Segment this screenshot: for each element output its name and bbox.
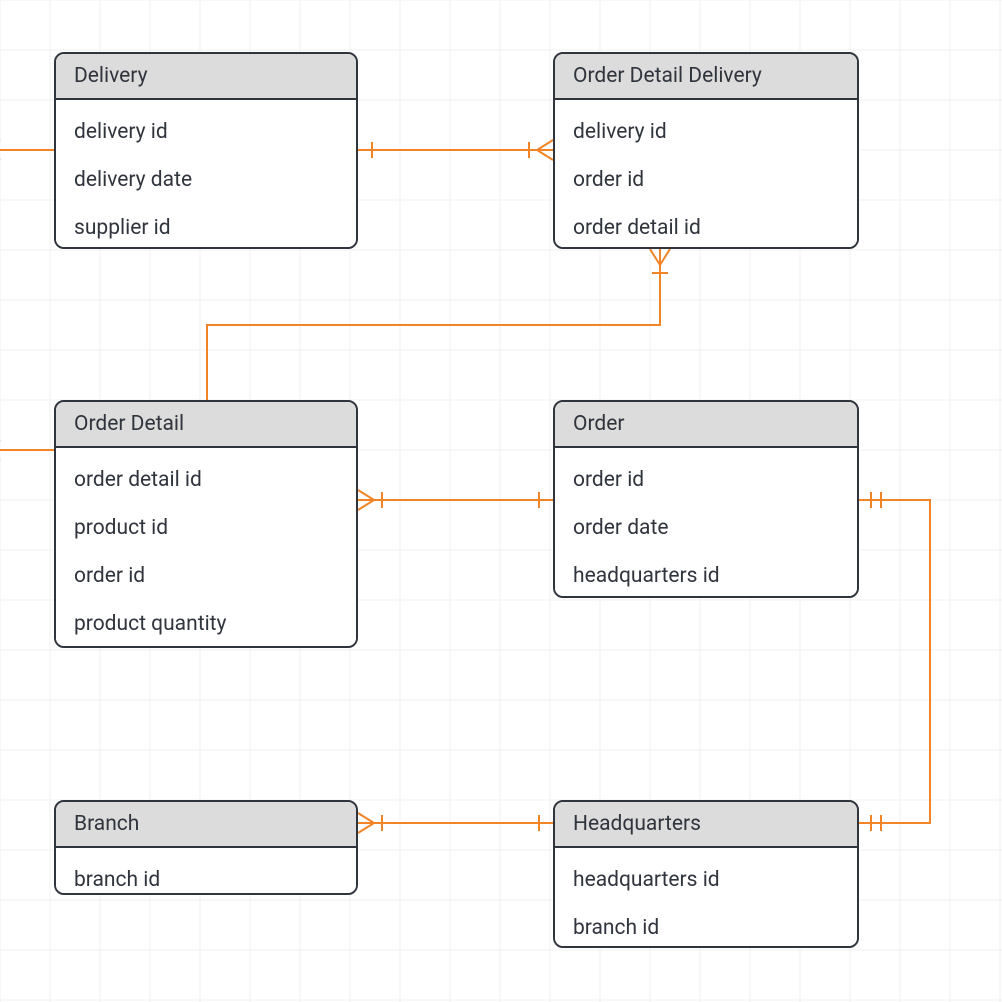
entity-title: Order Detail Delivery: [555, 54, 857, 100]
entity-body: delivery idorder idorder detail id: [555, 100, 857, 249]
entity-title: Order: [555, 402, 857, 448]
entity-attribute: delivery date: [56, 156, 356, 204]
entity-attribute: supplier id: [56, 204, 356, 249]
er-diagram-canvas: Deliverydelivery iddelivery datesupplier…: [0, 0, 1002, 1002]
entity-order_detail_delivery[interactable]: Order Detail Deliverydelivery idorder id…: [553, 52, 859, 249]
entity-attribute: order id: [56, 552, 356, 600]
entity-attribute: order detail id: [56, 456, 356, 504]
entity-attribute: delivery id: [56, 108, 356, 156]
entity-attribute: branch id: [56, 856, 356, 895]
entity-headquarters[interactable]: Headquartersheadquarters idbranch id: [553, 800, 859, 948]
entity-attribute: order id: [555, 156, 857, 204]
entity-order_detail[interactable]: Order Detailorder detail idproduct idord…: [54, 400, 358, 648]
entity-attribute: headquarters id: [555, 552, 857, 598]
entity-body: branch id: [56, 848, 356, 895]
entity-body: order idorder dateheadquarters id: [555, 448, 857, 598]
entity-attribute: order date: [555, 504, 857, 552]
entity-title: Branch: [56, 802, 356, 848]
entity-title: Headquarters: [555, 802, 857, 848]
entity-attribute: headquarters id: [555, 856, 857, 904]
entity-attribute: order detail id: [555, 204, 857, 249]
entity-title: Order Detail: [56, 402, 356, 448]
entity-attribute: order id: [555, 456, 857, 504]
entity-attribute: branch id: [555, 904, 857, 948]
entity-attribute: product id: [56, 504, 356, 552]
entity-body: delivery iddelivery datesupplier id: [56, 100, 356, 249]
entity-body: headquarters idbranch id: [555, 848, 857, 948]
entity-order[interactable]: Orderorder idorder dateheadquarters id: [553, 400, 859, 598]
entity-delivery[interactable]: Deliverydelivery iddelivery datesupplier…: [54, 52, 358, 249]
entity-title: Delivery: [56, 54, 356, 100]
entity-body: order detail idproduct idorder idproduct…: [56, 448, 356, 648]
entity-attribute: product quantity: [56, 600, 356, 648]
entity-branch[interactable]: Branch branch id: [54, 800, 358, 895]
entity-attribute: delivery id: [555, 108, 857, 156]
